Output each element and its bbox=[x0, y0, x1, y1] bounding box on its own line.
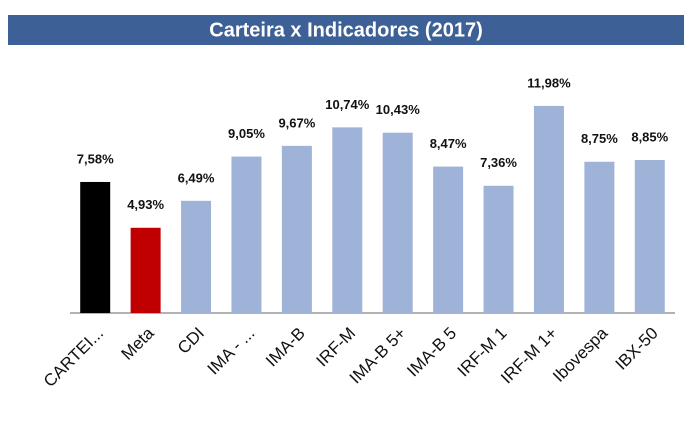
bar bbox=[181, 200, 212, 313]
x-tick-label: Meta bbox=[117, 323, 158, 364]
data-label: 10,43% bbox=[376, 102, 421, 117]
x-tick-label: CDI bbox=[174, 324, 208, 358]
data-label: 8,75% bbox=[581, 131, 618, 146]
data-label: 9,67% bbox=[278, 115, 315, 130]
data-label: 10,74% bbox=[325, 97, 370, 112]
bar bbox=[584, 161, 615, 313]
data-label: 7,58% bbox=[77, 151, 114, 166]
bar bbox=[80, 181, 111, 313]
bar bbox=[533, 105, 564, 313]
x-tick-label: IBX-50 bbox=[612, 324, 662, 374]
x-tick-label: Ibovespa bbox=[549, 323, 612, 386]
bar bbox=[231, 156, 262, 313]
x-tick-label: IRF-M 1+ bbox=[497, 324, 561, 388]
x-tick-label: IMA-B bbox=[262, 324, 309, 371]
bar bbox=[332, 127, 363, 313]
data-label: 4,93% bbox=[127, 197, 164, 212]
data-label: 8,85% bbox=[631, 129, 668, 144]
x-tick-label: IMA-B 5+ bbox=[346, 324, 410, 388]
data-label: 6,49% bbox=[178, 170, 215, 185]
title-banner bbox=[8, 15, 684, 45]
bar bbox=[382, 132, 413, 313]
bar bbox=[433, 166, 464, 313]
bar bbox=[483, 185, 514, 313]
bar bbox=[130, 227, 161, 313]
x-tick-label: IRF-M bbox=[312, 324, 359, 371]
x-tick-label: IMA-B 5 bbox=[403, 324, 460, 381]
data-label: 7,36% bbox=[480, 155, 517, 170]
data-label: 11,98% bbox=[527, 75, 571, 90]
chart-title: Carteira x Indicadores (2017) bbox=[209, 19, 482, 41]
bar bbox=[634, 160, 665, 313]
data-label: 9,05% bbox=[228, 126, 265, 141]
data-label: 8,47% bbox=[430, 136, 467, 151]
bar bbox=[281, 145, 312, 313]
x-tick-label: CARTEI... bbox=[40, 324, 107, 391]
x-tick-label: IMA - ... bbox=[204, 324, 259, 379]
